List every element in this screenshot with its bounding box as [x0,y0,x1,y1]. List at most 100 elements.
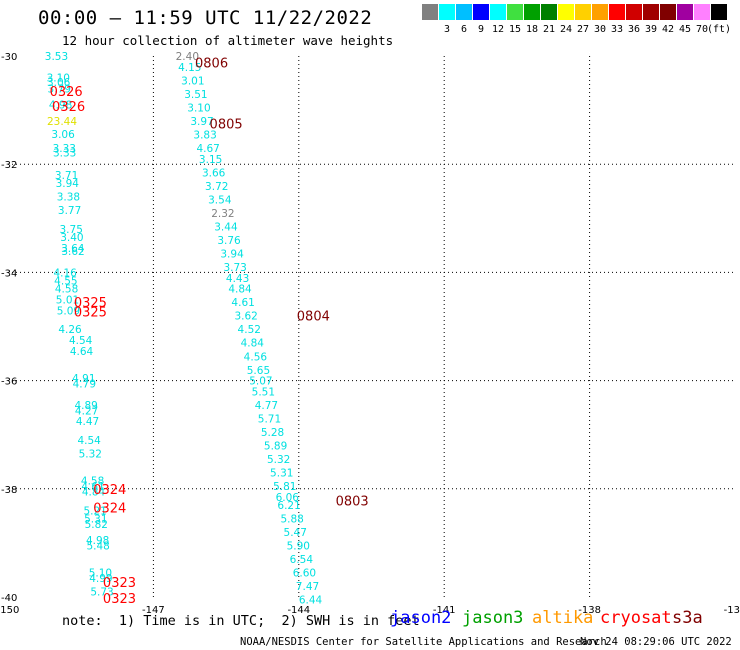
wave-height-label: 5.10 [89,568,112,580]
legend-swatch [524,4,540,20]
lat-label: -40 [1,593,17,604]
lat-label: -34 [1,268,17,279]
legend-swatch [626,4,642,20]
wave-height-label: 5.31 [270,468,293,480]
pass-label: 0804 [297,310,330,325]
wave-height-label: 3.94 [220,248,244,260]
wave-height-label: 23.44 [47,116,77,128]
wave-height-label: 4.99 [89,573,112,585]
wave-height-label: 4.54 [77,435,101,447]
legend-swatch [609,4,625,20]
footnote: note: 1) Time is in UTC; 2) SWH is in fe… [62,613,420,629]
wave-height-label: 4.58 [55,284,78,296]
lat-label: -32 [1,160,17,171]
wave-height-label: 2.40 [176,51,199,63]
satellite-jason3: jason3 [462,608,524,628]
legend-label: 24 [559,24,573,35]
wave-height-label: 5.01 [56,294,79,306]
wave-height-label: 3.77 [58,205,81,217]
wave-height-label: 4.67 [196,143,219,155]
wave-height-label: 5.89 [264,441,287,453]
lon-label: -138 [578,605,601,616]
wave-height-label: 3.64 [61,243,85,255]
legend-label: 27 [576,24,590,35]
pass-label: 0325 [74,305,107,320]
wave-height-label: 3.10 [47,73,70,85]
pass-label: 0325 [74,296,107,311]
legend-swatch [507,4,523,20]
legend-label: (ft) [707,24,732,35]
legend-swatch [660,4,676,20]
pass-label: 0324 [93,483,126,498]
satellite-s3a: s3a [672,608,703,628]
legend-label: 70 [695,24,709,35]
lon-label: -150 [0,605,19,616]
legend-label: 15 [508,24,522,35]
wave-height-label: 4.54 [69,335,93,347]
legend-label: 3 [443,24,451,35]
pass-label: 0323 [103,592,136,607]
wave-height-label: 4.98 [86,535,109,547]
wave-height-label: 4.61 [81,481,104,493]
legend-label: 42 [661,24,675,35]
wave-height-label: 4.84 [241,338,265,350]
wave-height-label: 3.33 [53,147,76,159]
legend-label: 12 [491,24,505,35]
legend-swatch [711,4,727,20]
wave-height-label: 4.15 [178,62,201,74]
wave-height-label: 5.51 [252,386,275,398]
pass-label: 0805 [210,118,243,133]
wave-height-label: 3.10 [187,102,210,114]
wave-height-label: 4.26 [58,324,82,336]
credit-text: NOAA/NESDIS Center for Satellite Applica… [240,636,607,648]
legend-swatch [677,4,693,20]
wave-height-label: 5.07 [249,376,272,388]
wave-height-label: 5.09 [57,305,80,317]
wave-height-label: 4.64 [70,346,94,358]
wave-height-label: 6.21 [277,500,300,512]
wave-height-label: 3.73 [223,262,246,274]
legend-label: 30 [593,24,607,35]
lon-label: -135 [724,605,740,616]
pass-label: 0326 [50,85,83,100]
wave-height-label: 7.47 [296,581,319,593]
satellite-jason2: jason2 [390,608,452,628]
wave-height-label: 4.43 [226,273,249,285]
wave-height-label: 6.60 [293,568,316,580]
timestamp: Nov 24 08:29:06 UTC 2022 [580,636,732,648]
page-subtitle: 12 hour collection of altimeter wave hei… [62,33,394,48]
legend-label: 21 [542,24,556,35]
legend-swatch [439,4,455,20]
wave-height-label: 3.62 [234,311,257,323]
legend-swatch [592,4,608,20]
legend-label: 9 [477,24,485,35]
wave-height-label: 3.76 [217,235,241,247]
wave-height-label: 3.33 [53,143,76,155]
wave-height-label: 3.94 [56,178,80,190]
wave-height-label: 4.79 [73,378,96,390]
wave-height-label: 5.81 [273,481,296,493]
wave-height-label: 5.71 [258,413,281,425]
wave-height-label: 6.44 [299,595,323,607]
wave-height-label: 4.77 [255,400,278,412]
lat-label: -36 [1,377,17,388]
legend-swatch [473,4,489,20]
legend-swatch [694,4,710,20]
wave-height-label: 4.91 [72,373,95,385]
wave-height-label: 5.47 [284,527,307,539]
wave-height-label: 4.98 [49,100,72,112]
wave-height-label: 4.55 [54,276,77,288]
wave-height-label: 4.61 [231,297,254,309]
satellite-altika: altika [532,608,594,628]
wave-height-label: 5.21 [83,505,106,517]
wave-height-label: 4.58 [81,476,104,488]
wave-height-label: 3.83 [193,129,216,141]
wave-height-label: 5.73 [90,587,113,599]
wave-height-label: 4.52 [238,324,261,336]
wave-height-label: 3.97 [190,116,213,128]
wave-height-label: 5.48 [86,541,109,553]
wave-height-label: 5.28 [261,427,284,439]
wave-height-label: 3.01 [181,75,204,87]
wave-height-label: 4.84 [228,284,252,296]
